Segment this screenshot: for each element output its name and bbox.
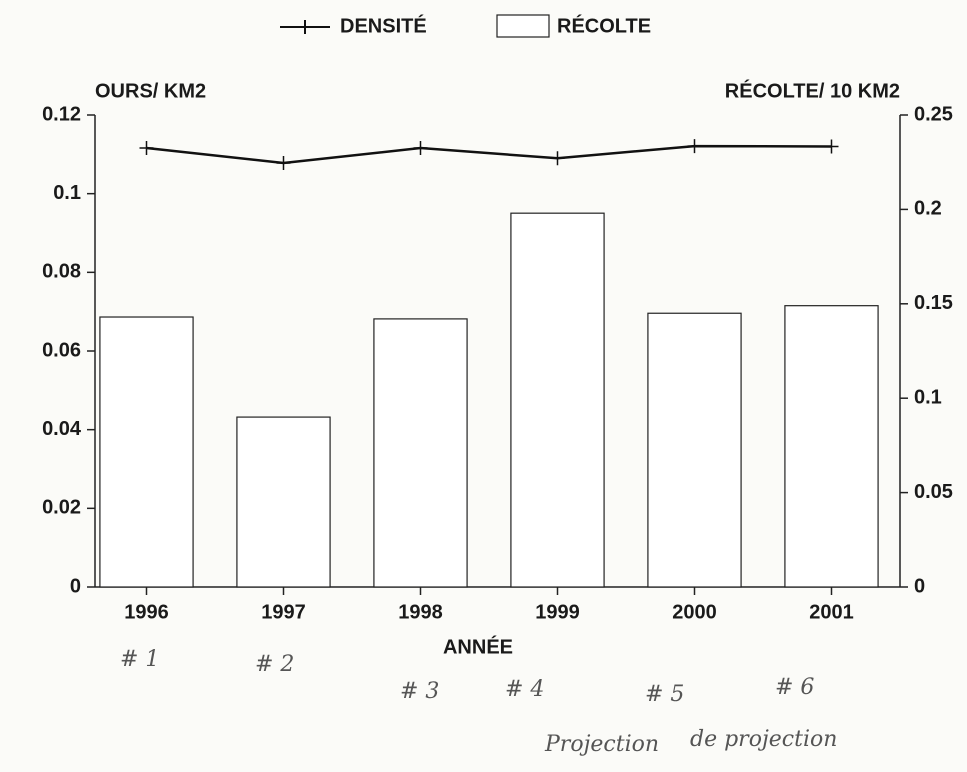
bar <box>784 305 879 588</box>
bar <box>510 212 605 588</box>
legend-swatch <box>496 14 550 38</box>
bar <box>373 318 468 588</box>
bar <box>99 316 194 588</box>
y2-tick-label: 0.15 <box>914 292 953 314</box>
y2-tick-label: 0 <box>914 575 925 597</box>
marker <box>139 141 154 156</box>
y-tick-label: 0.04 <box>42 418 82 440</box>
x-tick-label: 1998 <box>398 601 443 623</box>
marker <box>687 139 702 154</box>
annotation: # 2 <box>255 652 294 677</box>
x-axis-label: ANNÉE <box>443 635 513 658</box>
x-tick-label: 2001 <box>809 601 854 623</box>
marker <box>413 141 428 156</box>
marker <box>276 155 291 170</box>
legend-label: RÉCOLTE <box>557 14 651 37</box>
annotation: # 5 <box>645 682 684 707</box>
y-tick-label: 0.02 <box>42 497 81 519</box>
marker <box>824 139 839 154</box>
annotation: Projection <box>544 732 659 757</box>
bar <box>236 416 331 588</box>
legend-label: DENSITÉ <box>340 14 427 37</box>
y2-axis-label: RÉCOLTE/ 10 KM2 <box>725 79 900 102</box>
y2-tick-label: 0.25 <box>914 103 953 125</box>
y2-tick-label: 0.05 <box>914 481 953 503</box>
annotation: de projection <box>690 727 837 752</box>
y-tick-label: 0.1 <box>53 182 81 204</box>
y-tick-label: 0.12 <box>42 103 81 125</box>
bar <box>647 312 742 588</box>
y-tick-label: 0 <box>70 575 81 597</box>
y-axis-label: OURS/ KM2 <box>95 80 206 102</box>
legend-swatch <box>280 20 330 34</box>
y-tick-label: 0.08 <box>42 261 81 283</box>
annotation: # 4 <box>505 677 544 702</box>
annotation: # 6 <box>775 675 814 700</box>
annotation: # 3 <box>400 679 439 704</box>
x-tick-label: 2000 <box>672 601 717 623</box>
line <box>146 144 832 165</box>
y-tick-label: 0.06 <box>42 339 81 361</box>
x-tick-label: 1997 <box>261 601 306 623</box>
x-tick-label: 1996 <box>124 601 169 623</box>
x-tick-label: 1999 <box>535 601 580 623</box>
marker <box>550 151 565 166</box>
y2-tick-label: 0.1 <box>914 386 942 408</box>
annotation: # 1 <box>120 647 159 672</box>
y2-tick-label: 0.2 <box>914 198 942 220</box>
